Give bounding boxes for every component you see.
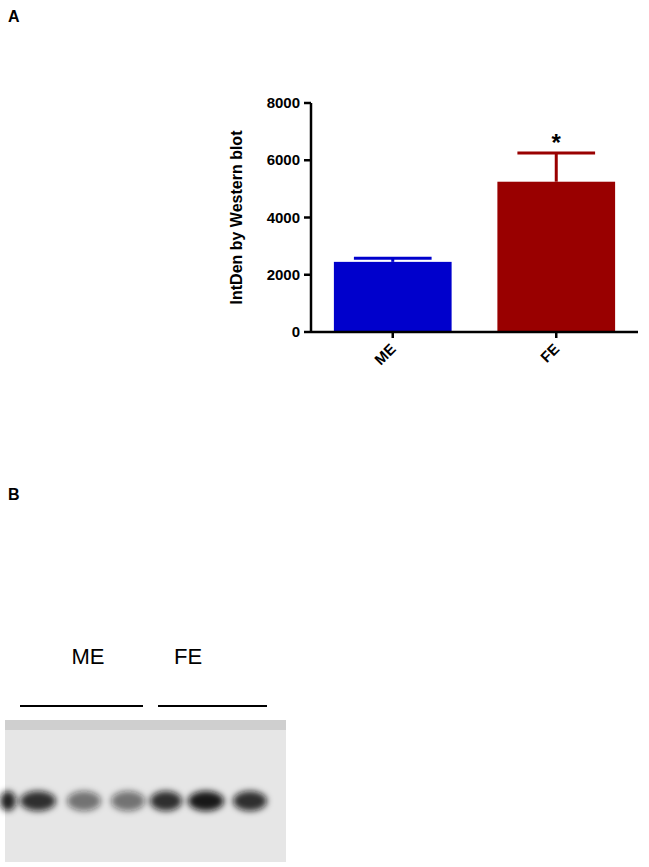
significance-marker: *: [552, 129, 562, 156]
bars: [334, 182, 615, 332]
group-underline: [20, 705, 143, 707]
y-tick-label: 4000: [267, 209, 300, 226]
error-bars: [354, 153, 595, 262]
figure: A B 0 2000 4000 6000 8000 ME FE IntDen by Western…: [0, 0, 649, 867]
blot-band: [20, 791, 56, 811]
y-tick-label: 8000: [267, 94, 300, 111]
x-tick: [555, 332, 558, 338]
blot-band: [188, 791, 224, 811]
blot-band: [233, 791, 267, 811]
y-tick-label: 2000: [267, 266, 300, 283]
y-tick-label: 6000: [267, 151, 300, 168]
x-tick: [392, 332, 395, 338]
blot-image: [0, 720, 286, 862]
x-axis: [311, 331, 638, 334]
blot-band: [111, 791, 145, 811]
y-axis-label: IntDen by Western blot: [228, 130, 245, 305]
y-tick: [304, 274, 311, 277]
x-tick-label: FE: [537, 340, 563, 366]
y-tick: [304, 216, 311, 219]
error-cap: [354, 257, 432, 260]
y-tick: [304, 102, 311, 105]
blot-band: [67, 791, 101, 811]
panel-label: A: [8, 8, 20, 25]
blot-band: [150, 791, 182, 811]
blot-group-label: ME: [72, 644, 105, 669]
blot-edge: [5, 720, 286, 730]
blot-bands: [0, 791, 267, 811]
bar: [334, 262, 452, 332]
y-tick-label: 0: [292, 323, 300, 340]
blot-background: [5, 720, 286, 862]
y-tick: [304, 159, 311, 162]
y-tick: [304, 331, 311, 334]
x-tick-label: ME: [371, 340, 399, 368]
error-bar: [517, 153, 595, 182]
panel-label: B: [8, 486, 20, 503]
blot-band: [0, 791, 16, 811]
error-stem: [555, 153, 558, 182]
bar: [497, 182, 615, 332]
group-underline: [158, 705, 267, 707]
blot-group-label: FE: [174, 644, 202, 669]
error-bar: [354, 258, 432, 262]
